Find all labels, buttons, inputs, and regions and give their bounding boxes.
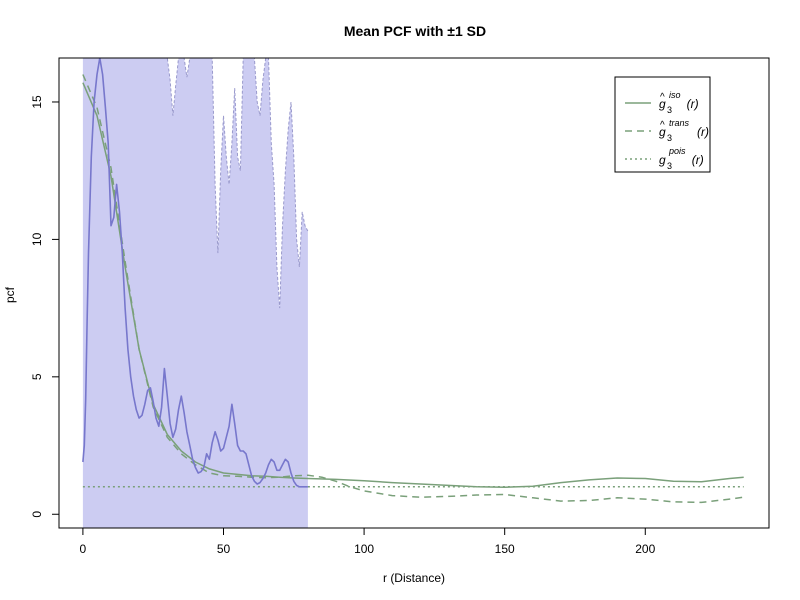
plot-area <box>82 58 744 528</box>
legend-hat: ^ <box>660 92 665 103</box>
legend-hat: ^ <box>660 120 665 131</box>
legend-superscript: iso <box>669 90 681 100</box>
series-line-mean <box>82 58 308 488</box>
legend-superscript: trans <box>669 118 690 128</box>
y-tick-label: 10 <box>30 232 44 246</box>
legend-box <box>614 76 711 173</box>
series-line-trans <box>82 74 744 504</box>
x-tick-label: 0 <box>80 542 87 556</box>
legend-subscript: 3 <box>667 105 672 115</box>
axes: 0 50 100 150 200 0 5 10 15 <box>30 57 770 556</box>
legend-label: g <box>659 125 666 139</box>
sd-envelope-upper-edge <box>82 58 309 309</box>
legend-arg: (r) <box>697 125 709 139</box>
sd-envelope <box>82 58 308 528</box>
x-tick-label: 200 <box>635 542 655 556</box>
legend-superscript: pois <box>668 146 686 156</box>
y-tick-label: 15 <box>30 95 44 109</box>
legend-label: g <box>659 97 666 111</box>
legend-label: g <box>659 153 666 167</box>
x-tick-label: 50 <box>217 542 231 556</box>
x-tick-label: 150 <box>495 542 515 556</box>
y-tick-label: 0 <box>30 511 44 518</box>
legend-arg: (r) <box>692 153 704 167</box>
legend-arg: (r) <box>687 97 699 111</box>
y-tick-label: 5 <box>30 373 44 380</box>
x-axis-label: r (Distance) <box>383 571 445 585</box>
legend-subscript: 3 <box>667 161 672 171</box>
y-axis-label: pcf <box>3 286 17 303</box>
x-tick-label: 100 <box>354 542 374 556</box>
legend-subscript: 3 <box>667 133 672 143</box>
chart-title: Mean PCF with ±1 SD <box>344 23 486 39</box>
series-line-iso <box>82 82 744 489</box>
